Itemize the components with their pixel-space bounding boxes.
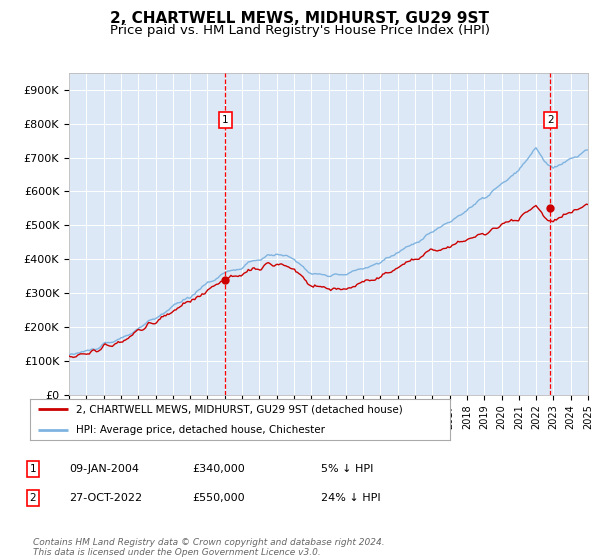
Text: 1: 1: [29, 464, 37, 474]
Text: £340,000: £340,000: [192, 464, 245, 474]
Text: £550,000: £550,000: [192, 493, 245, 503]
Text: HPI: Average price, detached house, Chichester: HPI: Average price, detached house, Chic…: [76, 424, 325, 435]
Text: 27-OCT-2022: 27-OCT-2022: [69, 493, 142, 503]
Text: 1: 1: [222, 115, 229, 125]
Text: 2: 2: [547, 115, 554, 125]
Text: Price paid vs. HM Land Registry's House Price Index (HPI): Price paid vs. HM Land Registry's House …: [110, 24, 490, 36]
Text: 24% ↓ HPI: 24% ↓ HPI: [321, 493, 380, 503]
Text: 2, CHARTWELL MEWS, MIDHURST, GU29 9ST (detached house): 2, CHARTWELL MEWS, MIDHURST, GU29 9ST (d…: [76, 404, 403, 414]
Text: 09-JAN-2004: 09-JAN-2004: [69, 464, 139, 474]
Text: 2: 2: [29, 493, 37, 503]
Text: 2, CHARTWELL MEWS, MIDHURST, GU29 9ST: 2, CHARTWELL MEWS, MIDHURST, GU29 9ST: [110, 11, 490, 26]
Text: 5% ↓ HPI: 5% ↓ HPI: [321, 464, 373, 474]
Text: Contains HM Land Registry data © Crown copyright and database right 2024.
This d: Contains HM Land Registry data © Crown c…: [33, 538, 385, 557]
